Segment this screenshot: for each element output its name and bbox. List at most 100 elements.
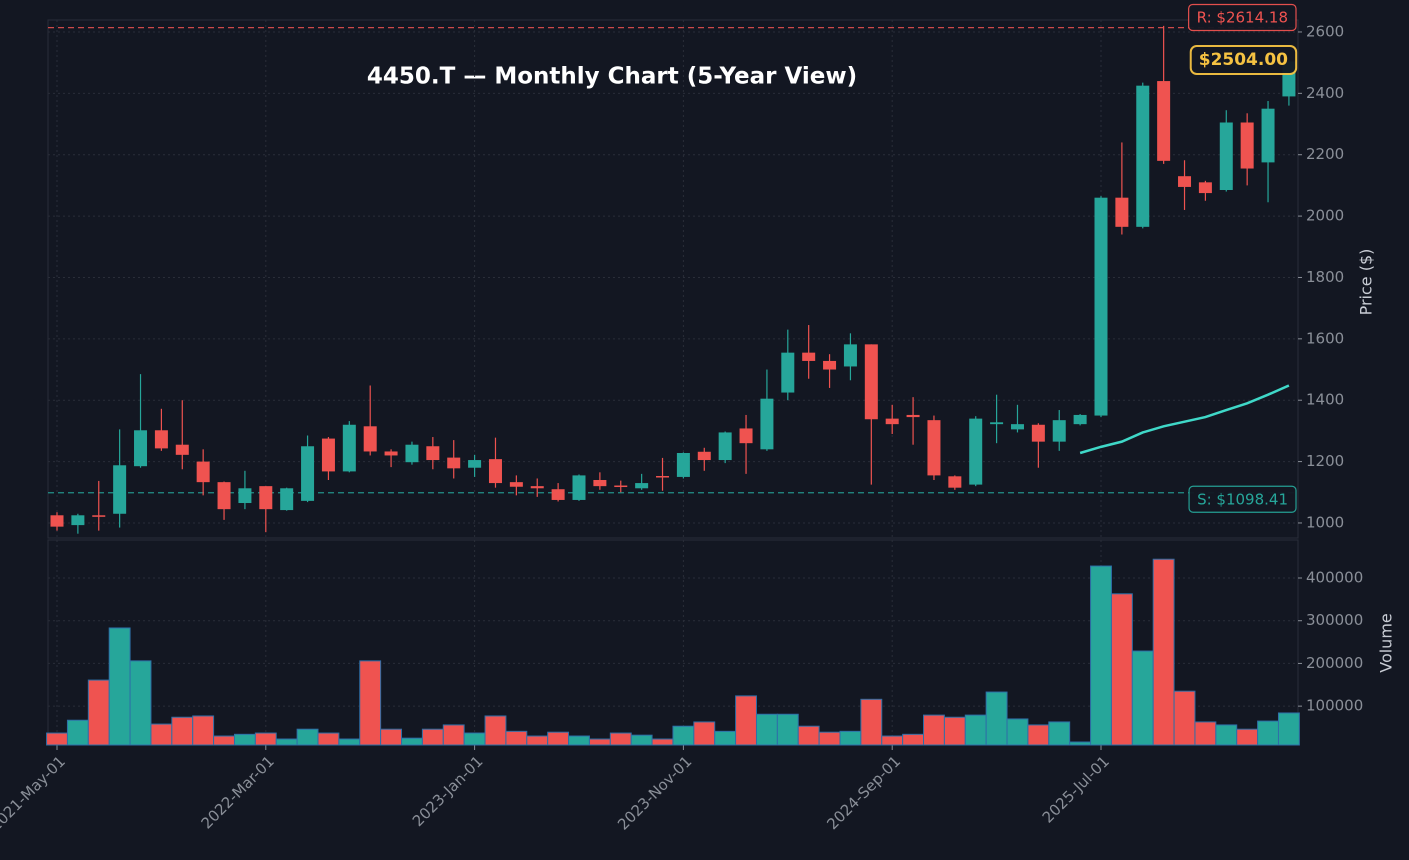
- candle-body: [760, 398, 774, 450]
- candle-body: [50, 515, 64, 527]
- volume-bar: [568, 735, 590, 746]
- volume-bar: [66, 719, 89, 746]
- support-label-box: [1188, 485, 1297, 513]
- volume-bar: [401, 737, 423, 746]
- candle-body: [405, 444, 419, 463]
- volume-bar: [108, 627, 131, 746]
- candle-body: [280, 488, 294, 511]
- volume-bar: [317, 732, 340, 746]
- support-label: S: $1098.41: [1197, 490, 1288, 508]
- candle-body: [426, 446, 440, 461]
- candle-body: [885, 418, 899, 425]
- y-tick-label: 1600: [1306, 329, 1344, 347]
- volume-bar: [839, 730, 862, 746]
- volume-bar: [735, 695, 757, 746]
- volume-bar: [714, 730, 737, 746]
- resistance-label: R: $2614.18: [1197, 9, 1288, 27]
- volume-bar: [609, 732, 632, 746]
- volume-bar: [860, 698, 883, 746]
- volume-bar: [1027, 724, 1050, 746]
- candle-body: [697, 451, 711, 461]
- volume-bar: [943, 716, 966, 746]
- volume-bar: [129, 660, 152, 746]
- volume-bar: [985, 691, 1008, 746]
- candle-body: [948, 476, 962, 488]
- volume-bar: [881, 735, 904, 746]
- candle-body: [196, 461, 210, 483]
- moving-average: [1079, 384, 1290, 455]
- candle-body: [384, 451, 398, 456]
- volume-bar: [588, 738, 611, 746]
- volume-bar: [1110, 593, 1133, 746]
- volume-tick-label: 300000: [1306, 611, 1363, 629]
- candle-body: [927, 420, 941, 476]
- volume-bar: [1006, 718, 1029, 746]
- candle-body: [1240, 122, 1254, 169]
- volume-bar: [1236, 728, 1259, 746]
- last_price-label-box: [1189, 45, 1298, 75]
- candle-body: [551, 489, 565, 500]
- candle-body: [342, 424, 356, 472]
- volume-bar: [776, 713, 799, 746]
- volume-bar: [1215, 724, 1238, 746]
- y-tick-label: 2000: [1306, 207, 1344, 225]
- candle-body: [238, 488, 252, 504]
- candle-body: [1073, 414, 1087, 425]
- volume-bar: [46, 732, 68, 746]
- candle-body: [259, 486, 273, 510]
- candle-body: [71, 515, 85, 526]
- candle-body: [447, 457, 461, 469]
- candle-body: [823, 360, 837, 370]
- candle-body: [321, 438, 335, 472]
- candle-body: [488, 459, 502, 484]
- volume-bar: [818, 731, 841, 746]
- volume-bar: [923, 714, 945, 746]
- y-tick-label: 1000: [1306, 513, 1344, 531]
- candle-body: [739, 428, 753, 444]
- y-tick-label: 1800: [1306, 268, 1344, 286]
- candle-body: [92, 515, 106, 517]
- candle-body: [676, 452, 690, 477]
- volume-bar: [526, 735, 549, 746]
- candle-body: [1052, 420, 1066, 442]
- candle-body: [468, 460, 482, 468]
- volume-bar: [1069, 741, 1092, 746]
- y-tick-label: 2400: [1306, 84, 1344, 102]
- candle-body: [530, 486, 544, 489]
- candle-body: [134, 430, 148, 467]
- candle-body: [572, 475, 586, 500]
- candle-body: [843, 344, 857, 367]
- volume-bar: [254, 732, 277, 746]
- candle-body: [614, 485, 628, 488]
- volume-bar: [296, 728, 319, 746]
- candle-body: [1115, 197, 1129, 227]
- candle-body: [1219, 122, 1233, 191]
- candle-body: [363, 426, 377, 452]
- volume-bar: [213, 735, 235, 746]
- volume-bar: [797, 725, 820, 746]
- candle-body: [1198, 182, 1212, 194]
- candle-body: [906, 414, 920, 418]
- resistance-label-box: [1188, 3, 1297, 32]
- volume-tick-label: 200000: [1306, 654, 1363, 672]
- volume-bar: [1173, 690, 1196, 746]
- volume-bar: [338, 738, 361, 746]
- candle-body: [990, 422, 1004, 425]
- candle-body: [1136, 85, 1150, 227]
- candle-body: [864, 344, 878, 420]
- candle-body: [593, 480, 607, 487]
- volume-bar: [463, 732, 486, 746]
- volume-bar: [233, 733, 256, 746]
- candle-body: [1261, 108, 1275, 163]
- candle-body: [1031, 424, 1045, 442]
- volume-bar: [1257, 720, 1279, 746]
- candle-body: [1094, 197, 1108, 416]
- y-tick-label: 2600: [1306, 22, 1344, 40]
- chart-title: 4450.T — Monthly Chart (5-Year View): [367, 64, 857, 90]
- volume-bar: [171, 716, 194, 746]
- candle-body: [656, 476, 670, 478]
- volume-bar: [87, 679, 110, 746]
- candle-body: [301, 446, 315, 501]
- candle-body: [1010, 424, 1024, 430]
